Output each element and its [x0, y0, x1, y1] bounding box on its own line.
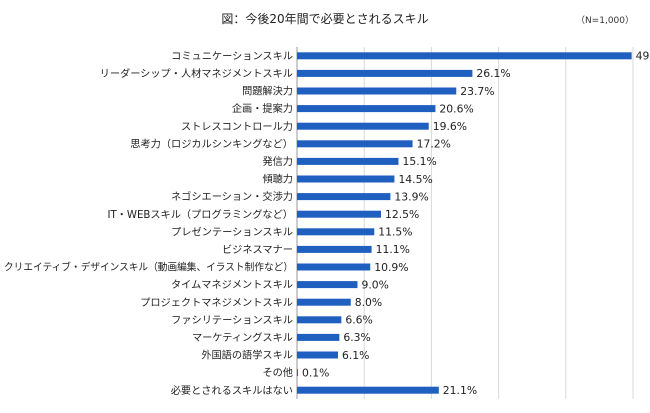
value-label: 6.1%: [342, 349, 369, 362]
value-label: 13.9%: [394, 190, 428, 203]
category-label: その他: [262, 366, 293, 379]
bar: [297, 69, 473, 77]
value-label: 10.9%: [374, 261, 408, 274]
bar: [297, 87, 457, 95]
category-label: クリエイティブ・デザインスキル（動画編集、イラスト制作など）: [4, 261, 293, 274]
bar: [297, 263, 371, 271]
bar: [297, 281, 358, 289]
category-label: タイムマネジメントスキル: [171, 279, 293, 291]
gridlines: [296, 47, 634, 399]
value-label: 12.5%: [385, 208, 419, 221]
bar: [297, 228, 375, 236]
bar: [297, 369, 298, 377]
value-label: 9.0%: [361, 278, 388, 291]
value-label: 15.1%: [402, 155, 436, 168]
category-label: IT・WEBスキル（プログラミングなど）: [107, 208, 293, 221]
value-label: 14.5%: [398, 173, 432, 186]
bar: [297, 105, 436, 113]
bar: [297, 122, 429, 130]
category-label: 必要とされるスキルはない: [171, 384, 293, 397]
bar: [297, 52, 632, 60]
value-label: 11.1%: [376, 243, 410, 256]
value-label: 17.2%: [417, 138, 451, 151]
category-label: ネゴシエーション・交渉力: [171, 190, 293, 203]
value-label: 23.7%: [460, 85, 494, 98]
bar: [297, 351, 338, 359]
value-label: 11.5%: [378, 226, 412, 239]
value-label: 20.6%: [439, 102, 473, 115]
bar: [297, 316, 342, 324]
category-label: コミュニケーションスキル: [171, 50, 293, 62]
category-label: 思考力（ロジカルシンキングなど）: [130, 137, 293, 150]
value-label: 26.1%: [476, 67, 510, 80]
category-label: マーケティングスキル: [192, 331, 293, 344]
chart-title: 図：今後20年間で必要とされるスキル: [221, 12, 429, 26]
bar: [297, 193, 391, 201]
value-label: 21.1%: [443, 384, 477, 397]
value-label: 8.0%: [355, 296, 382, 309]
bar: [297, 175, 395, 183]
category-label: ビジネスマナー: [222, 244, 293, 256]
value-label: 49.8%: [636, 50, 650, 63]
bar: [297, 245, 372, 253]
category-label: プロジェクトマネジメントスキル: [140, 297, 293, 309]
value-label: 19.6%: [433, 120, 467, 133]
category-label: 外国語の語学スキル: [201, 349, 293, 362]
bar: [297, 386, 439, 394]
category-label: 発信力: [262, 155, 293, 168]
category-label: 企画・提案力: [232, 102, 293, 115]
category-labels: コミュニケーションスキルリーダーシップ・人材マネジメントスキル問題解決力企画・提…: [4, 50, 293, 396]
value-label: 0.1%: [302, 366, 329, 379]
category-label: プレゼンテーションスキル: [171, 226, 293, 238]
category-label: ストレスコントロール力: [181, 120, 293, 133]
bar: [297, 210, 381, 218]
value-label: 6.3%: [343, 331, 370, 344]
sample-size-note: （N=1,000）: [575, 16, 634, 26]
category-label: ファシリテーションスキル: [171, 315, 293, 326]
bar: [297, 140, 413, 148]
bars: [297, 52, 632, 394]
bar: [297, 333, 340, 341]
category-label: 傾聴力: [262, 173, 293, 186]
bar: [297, 298, 351, 306]
bar: [297, 157, 399, 165]
value-labels: 49.8% 26.1% 23.7% 20.6% 19.6% 17.2% 15.1% 14.5%…: [302, 50, 650, 397]
category-label: リーダーシップ・人材マネジメントスキル: [100, 67, 293, 80]
value-label: 6.6%: [345, 314, 372, 327]
category-label: 問題解決力: [242, 85, 293, 98]
